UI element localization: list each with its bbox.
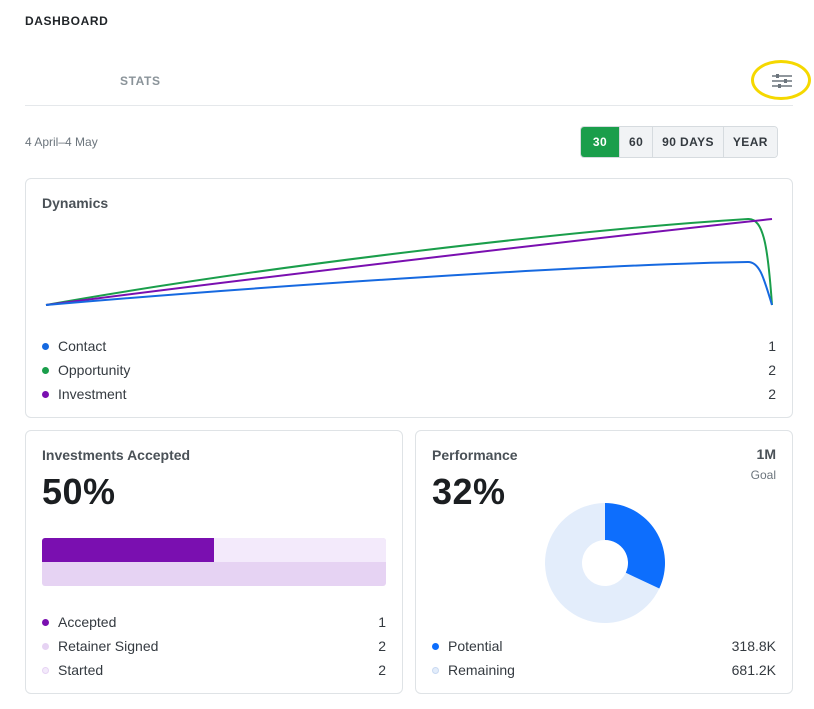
date-range: 4 April–4 May: [25, 135, 98, 149]
opportunity-dot: [42, 366, 49, 374]
started-dot: [42, 666, 49, 674]
page-title: DASHBOARD: [25, 14, 109, 28]
dynamics-title: Dynamics: [42, 195, 109, 211]
legend-retainer-signed-label: Retainer Signed: [58, 638, 159, 654]
accepted-fill: [42, 538, 214, 562]
legend-remaining-value: 681.2K: [731, 662, 776, 678]
investments-title: Investments Accepted: [42, 447, 191, 463]
legend-accepted: Accepted: [42, 611, 116, 633]
performance-percent: 32%: [432, 471, 506, 512]
performance-title: Performance: [432, 447, 518, 463]
legend-accepted-value: 1: [378, 614, 386, 630]
legend-investment-label: Investment: [58, 386, 127, 402]
dynamics-card: Dynamics Contact 1 Opportunity 2 Investm…: [25, 178, 793, 418]
tab-bar: STATS: [25, 60, 811, 106]
tab-stats[interactable]: STATS: [120, 74, 161, 88]
investments-progress: [42, 538, 386, 586]
range-selector: 30 60 90 DAYS YEAR: [580, 126, 778, 158]
legend-retainer-signed-value: 2: [378, 638, 386, 654]
filter-button[interactable]: [751, 60, 811, 100]
legend-contact-value: 1: [768, 338, 776, 354]
legend-potential-label: Potential: [448, 638, 503, 654]
legend-accepted-label: Accepted: [58, 614, 117, 630]
legend-remaining-label: Remaining: [448, 662, 515, 678]
legend-contact-label: Contact: [58, 338, 107, 354]
legend-opportunity: Opportunity: [42, 359, 130, 381]
remaining-arc: [545, 503, 660, 623]
legend-remaining: Remaining: [432, 659, 515, 681]
goal-label: Goal: [750, 468, 776, 482]
legend-retainer-signed: Retainer Signed: [42, 635, 158, 657]
range-60-button[interactable]: 60: [620, 127, 654, 157]
legend-opportunity-value: 2: [768, 362, 776, 378]
accepted-dot: [42, 618, 49, 626]
potential-dot: [432, 642, 439, 650]
range-90-days-button[interactable]: 90 DAYS: [653, 127, 724, 157]
range-year-button[interactable]: YEAR: [723, 127, 777, 157]
investment-dot: [42, 390, 49, 398]
legend-opportunity-label: Opportunity: [58, 362, 131, 378]
remaining-dot: [432, 666, 439, 674]
opportunity-line: [45, 217, 773, 306]
contact-line: [45, 260, 773, 306]
performance-donut: [545, 503, 665, 623]
sliders-icon: [772, 74, 792, 88]
legend-investment-value: 2: [768, 386, 776, 402]
legend-investment: Investment: [42, 383, 126, 405]
goal-value: 1M: [756, 446, 776, 462]
investments-card: Investments Accepted 50% Accepted 1 Reta…: [25, 430, 403, 694]
retainer-signed-dot: [42, 642, 49, 650]
dynamics-chart: [45, 217, 773, 306]
potential-arc: [605, 503, 665, 589]
range-30-button[interactable]: 30: [581, 127, 620, 157]
legend-started: Started: [42, 659, 103, 681]
legend-contact: Contact: [42, 335, 106, 357]
legend-started-value: 2: [378, 662, 386, 678]
performance-card: Performance 1M Goal 32% Potential 318.8K…: [415, 430, 793, 694]
investments-percent: 50%: [42, 471, 116, 512]
contact-dot: [42, 342, 49, 350]
legend-potential-value: 318.8K: [731, 638, 776, 654]
legend-potential: Potential: [432, 635, 502, 657]
investment-line: [45, 218, 773, 306]
legend-started-label: Started: [58, 662, 104, 678]
